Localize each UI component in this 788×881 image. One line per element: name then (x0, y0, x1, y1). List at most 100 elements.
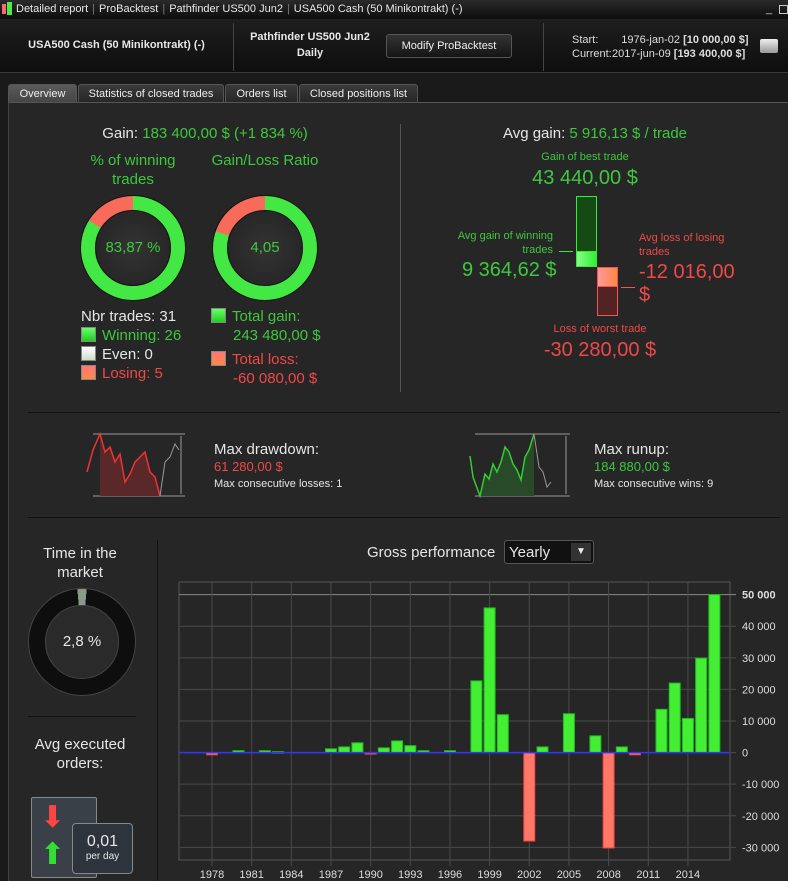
max-drawdown-label: Max drawdown: (214, 441, 320, 458)
total-gain-swatch (211, 308, 226, 323)
chevron-down-icon: ▼ (571, 543, 591, 561)
report-header: USA500 Cash (50 Minikontrakt) (-) Pathfi… (0, 19, 788, 73)
timeframe: Daily (296, 47, 324, 59)
ratio-title: Gain/Loss Ratio (211, 152, 319, 169)
arrow-right-icon (559, 251, 573, 252)
app-icon (2, 4, 6, 14)
bar-2005 (562, 713, 575, 754)
time-in-market-value: 2,8 % (62, 633, 102, 650)
max-runup-value: 184 880,00 $ (594, 459, 670, 474)
max-drawdown-value: 61 280,00 $ (214, 459, 283, 474)
bar-1993 (404, 745, 417, 754)
tab-overview[interactable]: Overview (8, 84, 77, 103)
avg-loss-value: -12 016,00 $ (639, 261, 735, 306)
orders-per-day-badge: 0,01 per day (72, 823, 133, 874)
y-tick-label: 10 000 (742, 716, 776, 728)
app-icon (7, 2, 12, 15)
x-tick-label: 2011 (636, 869, 660, 881)
winning-legend-swatch (81, 327, 96, 342)
trade-counts: Nbr trades: 31 Winning: 26 Even: 0 Losin… (81, 308, 182, 382)
runup-sparkline (469, 433, 570, 498)
bar-2003 (536, 746, 549, 754)
y-tick-label: -30 000 (742, 842, 779, 854)
worst-trade-label: Loss of worst trade (553, 323, 647, 335)
tab-orders-list[interactable]: Orders list (225, 84, 298, 103)
strategy-name: Pathfinder US500 Jun2 (250, 31, 370, 43)
bar-1988 (338, 746, 351, 754)
period-select[interactable]: Yearly ▼ (504, 540, 594, 564)
avg-gain-bar (576, 251, 597, 267)
x-tick-label: 2005 (557, 869, 581, 881)
bar-1998 (470, 680, 483, 754)
x-tick-label: 1987 (319, 869, 343, 881)
avg-win-label: Avg gain of winning trades (457, 230, 553, 256)
y-tick-label: 0 (742, 748, 748, 760)
crumb: USA500 Cash (50 Minikontrakt) (-) (293, 3, 463, 15)
arrow-down-icon: ⬇ (40, 801, 66, 834)
time-in-market-label: Time in the market (43, 545, 117, 581)
y-tick-label: -10 000 (742, 779, 779, 791)
tab-closed-positions-list[interactable]: Closed positions list (299, 84, 418, 103)
x-tick-label: 1990 (358, 869, 382, 881)
winning-pct: 83,87 % (105, 239, 161, 256)
bar-2000 (496, 714, 509, 754)
avg-loss-label: Avg loss of losing trades (639, 232, 725, 258)
y-tick-label: 40 000 (742, 621, 776, 633)
arrow-left-icon (621, 287, 635, 288)
max-consecutive-losses: Max consecutive losses: 1 (214, 478, 343, 490)
gross-performance-chart: 50 000 40 000 30 000 20 000 10 000 0 -10 000 -2… (178, 581, 779, 881)
bar-2007 (589, 735, 602, 754)
title-bar: Detailed report | ProBacktest | Pathfinder U… (0, 0, 788, 19)
best-trade-value: 43 440,00 $ (532, 167, 638, 189)
x-tick-label: 2014 (676, 869, 700, 881)
bar-1992 (391, 740, 404, 754)
instrument-name: USA500 Cash (50 Minikontrakt) (-) (28, 39, 205, 51)
bar-1989 (351, 742, 364, 754)
x-tick-label: 1978 (200, 869, 224, 881)
max-consecutive-wins: Max consecutive wins: 9 (594, 478, 714, 490)
y-tick-label: 20 000 (742, 684, 776, 696)
even-legend-swatch (81, 346, 96, 361)
backtest-period: Start: 1976-jan-02 [10 000,00 $] Current:… (572, 34, 749, 60)
modify-probacktest-button[interactable]: Modify ProBacktest (386, 34, 512, 58)
y-tick-label: 50 000 (742, 590, 776, 602)
bar-2012 (655, 708, 668, 754)
avg-gain: Avg gain: 5 916,13 $ / trade (502, 125, 688, 142)
minimize-button[interactable]: _ (766, 3, 773, 15)
bar-2009 (615, 746, 628, 754)
best-trade-label: Gain of best trade (541, 151, 629, 163)
bar-2008 (602, 752, 615, 849)
bar-2014 (681, 717, 694, 754)
bar-2016 (708, 594, 721, 754)
x-tick-label: 1999 (477, 869, 501, 881)
bar-2002 (523, 752, 536, 842)
ratio-value: 4,05 (250, 239, 280, 256)
arrow-up-icon: ⬆ (40, 838, 66, 871)
gross-performance-label: Gross performance (367, 544, 496, 561)
y-tick-label: -20 000 (742, 811, 779, 823)
avg-loss-bar (597, 267, 618, 287)
x-tick-label: 1981 (239, 869, 263, 881)
total-loss-swatch (211, 351, 226, 366)
bar-2013 (668, 682, 681, 754)
avg-executed-orders-label: Avg executed orders: (34, 736, 126, 772)
crumb: Pathfinder US500 Jun2 (169, 3, 283, 15)
worst-trade-value: -30 280,00 $ (543, 339, 657, 361)
x-tick-label: 1993 (398, 869, 422, 881)
x-tick-label: 1984 (279, 869, 303, 881)
maximize-button[interactable] (779, 5, 788, 14)
max-runup-label: Max runup: (594, 441, 670, 458)
x-tick-label: 1996 (438, 869, 462, 881)
bar-2015 (695, 657, 708, 754)
crumb: ProBacktest (99, 3, 159, 15)
avg-win-value: 9 364,62 $ (462, 259, 557, 281)
x-tick-label: 2002 (517, 869, 541, 881)
print-icon[interactable] (760, 39, 778, 53)
bar-1999 (483, 607, 496, 754)
y-tick-label: 30 000 (742, 653, 776, 665)
drawdown-sparkline (86, 432, 185, 497)
tab-statistics-of-closed-trades[interactable]: Statistics of closed trades (78, 84, 224, 103)
losing-legend-swatch (81, 365, 96, 380)
gain-summary: Gain: 183 400,00 $ (+1 834 %) (102, 125, 308, 142)
winning-title: % of winning trades (90, 152, 176, 188)
